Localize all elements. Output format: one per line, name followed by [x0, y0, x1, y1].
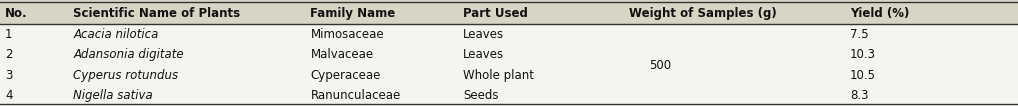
Text: 8.3: 8.3	[850, 89, 868, 102]
Bar	[0, 24, 1018, 45]
Text: Malvaceae: Malvaceae	[310, 48, 374, 61]
Text: No.: No.	[5, 7, 27, 20]
Text: 10.5: 10.5	[850, 69, 876, 82]
Bar	[0, 0, 1018, 24]
Text: Seeds: Seeds	[463, 89, 499, 102]
Text: Nigella sativa: Nigella sativa	[73, 89, 153, 102]
Text: Yield (%): Yield (%)	[850, 7, 909, 20]
Text: Mimosaceae: Mimosaceae	[310, 28, 384, 41]
Text: Leaves: Leaves	[463, 48, 504, 61]
Text: 4: 4	[5, 89, 12, 102]
Text: Weight of Samples (g): Weight of Samples (g)	[629, 7, 777, 20]
Text: 1: 1	[5, 28, 12, 41]
Bar	[0, 45, 1018, 65]
Bar	[0, 65, 1018, 86]
Text: Part Used: Part Used	[463, 7, 528, 20]
Text: Cyperus rotundus: Cyperus rotundus	[73, 69, 178, 82]
Text: Acacia nilotica: Acacia nilotica	[73, 28, 159, 41]
Text: Cyperaceae: Cyperaceae	[310, 69, 381, 82]
Text: Scientific Name of Plants: Scientific Name of Plants	[73, 7, 240, 20]
Text: 2: 2	[5, 48, 12, 61]
Text: 500: 500	[649, 59, 672, 72]
Text: Whole plant: Whole plant	[463, 69, 534, 82]
Text: 7.5: 7.5	[850, 28, 868, 41]
Text: Leaves: Leaves	[463, 28, 504, 41]
Text: Family Name: Family Name	[310, 7, 396, 20]
Text: 10.3: 10.3	[850, 48, 876, 61]
Text: Ranunculaceae: Ranunculaceae	[310, 89, 401, 102]
Text: 3: 3	[5, 69, 12, 82]
Bar	[0, 86, 1018, 106]
Text: Adansonia digitate: Adansonia digitate	[73, 48, 184, 61]
